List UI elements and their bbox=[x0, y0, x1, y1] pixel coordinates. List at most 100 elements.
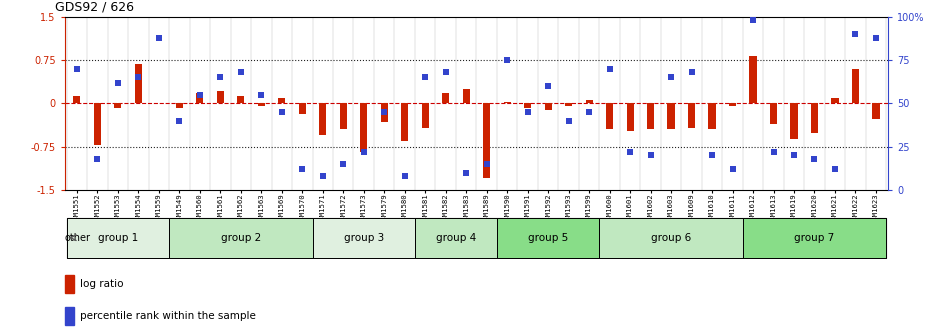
FancyBboxPatch shape bbox=[313, 218, 415, 258]
Text: GDS92 / 626: GDS92 / 626 bbox=[55, 0, 134, 13]
Text: other: other bbox=[65, 233, 91, 243]
Bar bbox=[668, 103, 674, 129]
Point bbox=[254, 92, 269, 97]
Bar bbox=[872, 103, 880, 120]
Bar bbox=[238, 96, 244, 103]
Bar bbox=[381, 103, 388, 122]
Point bbox=[746, 17, 761, 23]
FancyBboxPatch shape bbox=[599, 218, 743, 258]
Point bbox=[643, 153, 658, 158]
Point bbox=[663, 75, 678, 80]
Bar bbox=[544, 103, 552, 110]
Bar bbox=[135, 64, 142, 103]
Point bbox=[213, 75, 228, 80]
FancyBboxPatch shape bbox=[66, 218, 886, 258]
Bar bbox=[463, 89, 469, 103]
Point bbox=[787, 153, 802, 158]
Bar bbox=[790, 103, 798, 139]
Bar bbox=[257, 103, 265, 106]
Text: percentile rank within the sample: percentile rank within the sample bbox=[80, 311, 256, 321]
FancyBboxPatch shape bbox=[497, 218, 599, 258]
Point bbox=[868, 35, 884, 40]
Bar bbox=[319, 103, 327, 135]
Bar bbox=[340, 103, 347, 129]
Bar bbox=[770, 103, 777, 124]
Point bbox=[233, 70, 248, 75]
Bar bbox=[709, 103, 715, 129]
Bar bbox=[176, 103, 183, 108]
Bar bbox=[831, 97, 839, 103]
Point bbox=[275, 109, 290, 115]
Bar bbox=[524, 103, 531, 108]
Bar bbox=[217, 91, 224, 103]
Bar bbox=[114, 103, 122, 108]
Bar bbox=[504, 102, 511, 103]
Point bbox=[541, 83, 556, 89]
Point bbox=[418, 75, 433, 80]
Point bbox=[622, 149, 637, 155]
Point bbox=[172, 118, 187, 123]
Point bbox=[561, 118, 577, 123]
Bar bbox=[197, 93, 203, 103]
Bar bbox=[565, 103, 572, 106]
Point bbox=[90, 156, 105, 161]
Point bbox=[479, 161, 494, 167]
Point bbox=[335, 161, 351, 167]
Point bbox=[315, 173, 331, 179]
Bar bbox=[585, 100, 593, 103]
Text: group 3: group 3 bbox=[344, 233, 384, 243]
Point bbox=[110, 80, 125, 85]
Point bbox=[459, 170, 474, 175]
Bar bbox=[360, 103, 368, 152]
Point bbox=[705, 153, 720, 158]
Point bbox=[131, 75, 146, 80]
Bar bbox=[401, 103, 408, 141]
Bar bbox=[73, 96, 81, 103]
Bar bbox=[606, 103, 613, 129]
Point bbox=[602, 66, 618, 72]
FancyBboxPatch shape bbox=[66, 218, 169, 258]
Bar bbox=[94, 103, 101, 145]
Bar bbox=[65, 307, 74, 325]
Point bbox=[766, 149, 781, 155]
Point bbox=[376, 109, 391, 115]
Point bbox=[294, 166, 310, 172]
Bar bbox=[811, 103, 818, 133]
Bar bbox=[626, 103, 634, 131]
FancyBboxPatch shape bbox=[743, 218, 886, 258]
Point bbox=[684, 70, 699, 75]
Point bbox=[397, 173, 412, 179]
Text: log ratio: log ratio bbox=[80, 279, 124, 289]
Point bbox=[520, 109, 535, 115]
Point bbox=[847, 32, 863, 37]
Point bbox=[581, 109, 597, 115]
Bar bbox=[852, 69, 859, 103]
Bar bbox=[278, 97, 285, 103]
Text: group 7: group 7 bbox=[794, 233, 835, 243]
Bar bbox=[442, 93, 449, 103]
Point bbox=[500, 57, 515, 63]
Text: group 1: group 1 bbox=[98, 233, 138, 243]
Bar bbox=[750, 56, 756, 103]
Point bbox=[725, 166, 740, 172]
FancyBboxPatch shape bbox=[415, 218, 497, 258]
Point bbox=[151, 35, 166, 40]
Bar bbox=[729, 103, 736, 106]
Text: group 4: group 4 bbox=[436, 233, 476, 243]
Bar bbox=[484, 103, 490, 178]
FancyBboxPatch shape bbox=[169, 218, 313, 258]
Bar bbox=[647, 103, 655, 129]
Point bbox=[69, 66, 85, 72]
Bar bbox=[298, 103, 306, 114]
Point bbox=[827, 166, 843, 172]
Point bbox=[438, 70, 453, 75]
Point bbox=[807, 156, 822, 161]
Text: group 2: group 2 bbox=[220, 233, 261, 243]
Point bbox=[192, 92, 207, 97]
Bar bbox=[65, 275, 74, 293]
Text: group 6: group 6 bbox=[651, 233, 692, 243]
Point bbox=[356, 149, 371, 155]
Text: group 5: group 5 bbox=[528, 233, 568, 243]
Bar bbox=[422, 103, 428, 128]
Bar bbox=[688, 103, 695, 128]
